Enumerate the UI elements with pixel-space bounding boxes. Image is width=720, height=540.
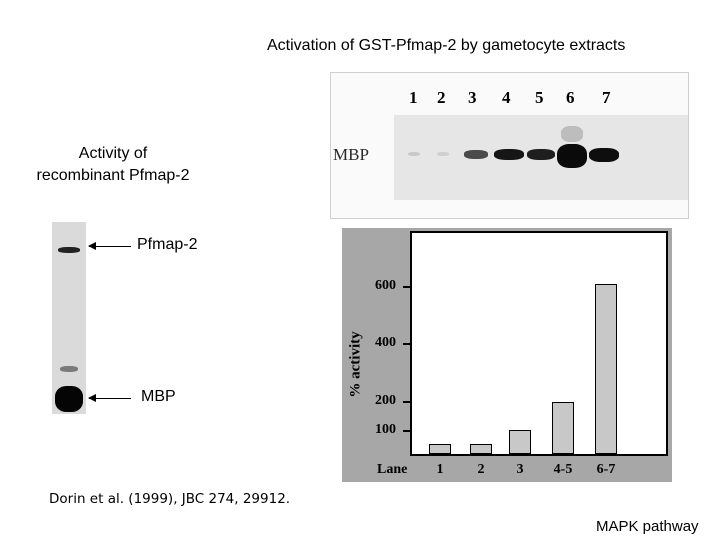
top-band-5 <box>527 149 555 160</box>
y-axis-label: % activity <box>347 331 364 398</box>
citation: Dorin et al. (1999), JBC 274, 29912. <box>49 491 291 507</box>
x-tick-label: 2 <box>477 462 485 477</box>
lane-2: 2 <box>437 88 446 107</box>
mbp-row-label: MBP <box>333 145 369 164</box>
chart-plot-area <box>410 231 668 456</box>
top-band-3 <box>464 150 488 159</box>
bar <box>552 402 574 454</box>
y-tick-mark <box>403 343 412 345</box>
lane-3: 3 <box>468 88 477 107</box>
mbp-arrow <box>88 394 131 402</box>
bar <box>509 429 531 454</box>
left-gel-image <box>52 222 86 414</box>
x-tick-label: 1 <box>436 462 444 477</box>
pfmap2-label: Pfmap-2 <box>137 236 198 253</box>
pfmap2-arrow <box>88 242 131 250</box>
y-tick-label: 400 <box>375 335 396 350</box>
mbp-label-left: MBP <box>141 388 176 405</box>
left-title-line1: Activity of <box>78 145 148 162</box>
faint-band <box>60 366 78 372</box>
top-band-2 <box>437 152 449 156</box>
y-tick-mark <box>403 401 412 403</box>
mbp-band <box>55 386 83 412</box>
left-figure-title: Activity of recombinant Pfmap-2 <box>8 143 218 187</box>
left-title-line2: recombinant Pfmap-2 <box>36 167 190 184</box>
x-tick-label: 6-7 <box>596 462 616 477</box>
bar <box>595 284 617 454</box>
top-figure-title: Activation of GST-Pfmap-2 by gametocyte … <box>267 37 626 54</box>
top-band-7 <box>589 148 619 162</box>
lane-6: 6 <box>566 88 575 107</box>
x-axis-label: Lane <box>377 462 408 477</box>
x-tick-label: 4-5 <box>553 462 573 477</box>
lane-4: 4 <box>502 88 511 107</box>
bar <box>429 444 451 454</box>
x-tick-label: 3 <box>516 462 524 477</box>
y-tick-label: 100 <box>375 422 396 437</box>
y-tick-label: 200 <box>375 393 396 408</box>
top-band-6 <box>557 144 587 168</box>
top-band-6-smear <box>561 126 583 142</box>
bar <box>470 444 492 454</box>
lane-1: 1 <box>409 88 418 107</box>
top-band-4 <box>494 149 524 160</box>
pfmap2-band <box>58 247 80 253</box>
lane-7: 7 <box>602 88 611 107</box>
y-tick-mark <box>403 430 412 432</box>
footer-label: MAPK pathway <box>596 518 699 535</box>
lane-5: 5 <box>535 88 544 107</box>
y-tick-label: 600 <box>375 278 396 293</box>
y-tick-mark <box>403 286 412 288</box>
top-band-1 <box>408 152 420 156</box>
